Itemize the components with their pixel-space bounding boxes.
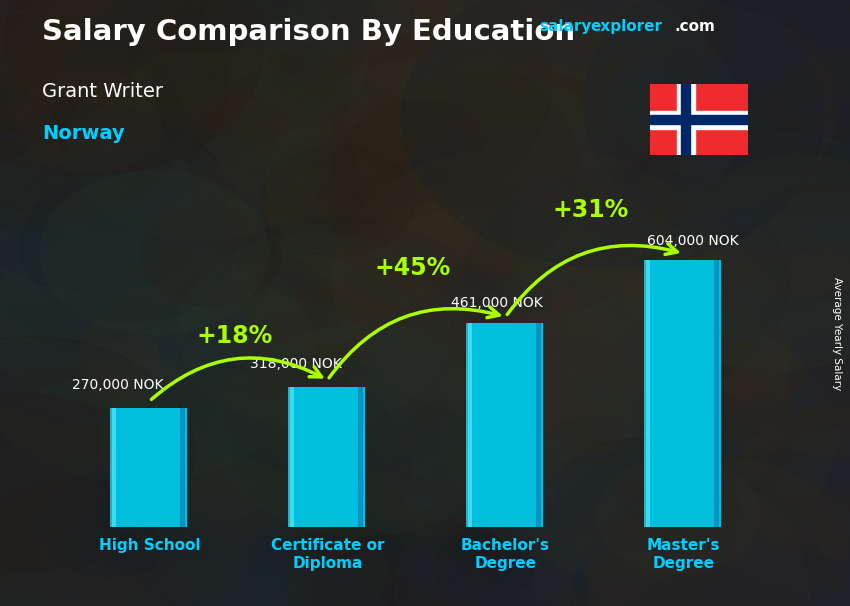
Bar [466,324,472,527]
Bar [682,84,690,155]
Text: +18%: +18% [196,324,273,348]
Bar [110,408,116,527]
Bar [112,408,187,527]
Text: explorer: explorer [591,19,663,35]
Bar [536,324,541,527]
Bar [714,260,719,527]
Bar [650,111,748,128]
Text: 270,000 NOK: 270,000 NOK [71,378,163,393]
Bar [288,387,294,527]
Bar [179,408,185,527]
Text: .com: .com [674,19,715,35]
Text: 604,000 NOK: 604,000 NOK [647,234,739,248]
Text: Norway: Norway [42,124,125,143]
Bar [290,387,365,527]
Text: 318,000 NOK: 318,000 NOK [250,357,341,371]
Text: 461,000 NOK: 461,000 NOK [450,296,542,310]
Text: +45%: +45% [375,256,451,279]
Text: +31%: +31% [552,198,629,222]
Bar [358,387,363,527]
Text: Grant Writer: Grant Writer [42,82,163,101]
Text: salary: salary [540,19,592,35]
Bar [646,260,721,527]
Bar [644,260,650,527]
Text: Salary Comparison By Education: Salary Comparison By Education [42,18,575,46]
Bar [468,324,543,527]
Bar [650,115,748,124]
Bar [677,84,694,155]
Text: Average Yearly Salary: Average Yearly Salary [832,277,842,390]
